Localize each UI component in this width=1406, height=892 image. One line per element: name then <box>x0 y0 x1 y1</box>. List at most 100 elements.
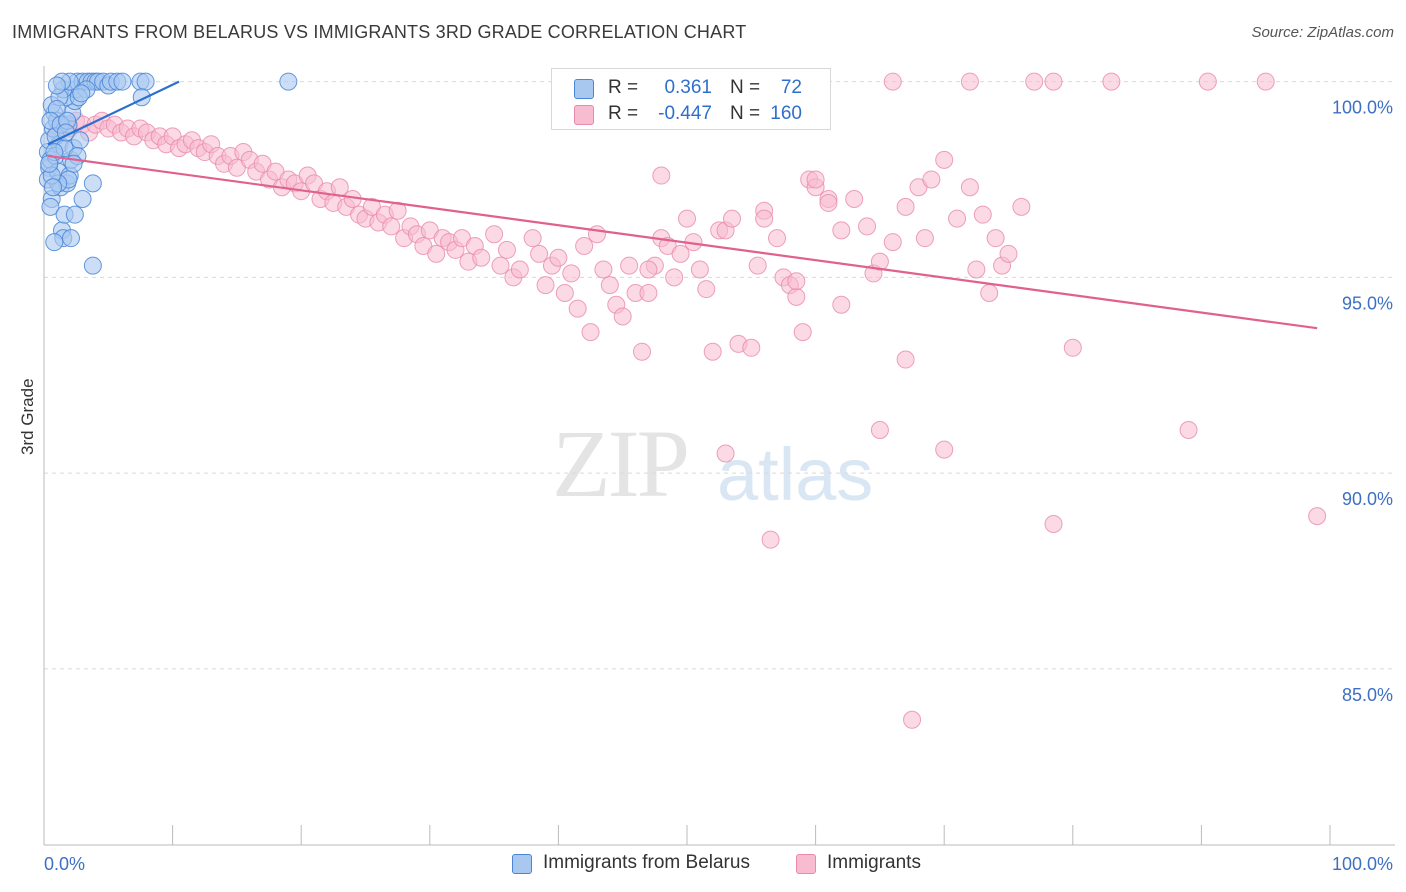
data-point-immigrants <box>549 248 568 267</box>
y-tick-label: 90.0% <box>1342 489 1393 509</box>
data-point-immigrants <box>755 209 774 228</box>
data-point-immigrants <box>665 268 684 287</box>
watermark-zip: ZIP <box>552 410 690 517</box>
data-point-immigrants <box>999 244 1018 263</box>
data-point-immigrants <box>639 283 658 302</box>
data-point-immigrants <box>883 233 902 252</box>
y-tick-label: 100.0% <box>1332 98 1393 118</box>
legend-row-immigrants: R = -0.447 N = 160 <box>552 101 830 127</box>
data-point-immigrants <box>485 225 504 244</box>
data-point-immigrants <box>870 421 889 440</box>
data-point-immigrants <box>1308 507 1327 526</box>
data-point-immigrants <box>960 178 979 197</box>
trend-line-immigrants <box>47 154 1318 330</box>
data-point-immigrants <box>896 350 915 369</box>
data-point-immigrants <box>1256 72 1275 91</box>
legend-swatch-blue <box>574 79 594 99</box>
tick-labels: 85.0% 90.0% 95.0% 100.0% 0.0% 100.0% <box>44 98 1393 874</box>
data-point-belarus <box>65 205 84 224</box>
data-point-immigrants <box>806 170 825 189</box>
data-point-immigrants <box>530 244 549 263</box>
legend-swatch-pink <box>574 105 594 125</box>
data-point-immigrants <box>1179 421 1198 440</box>
source-label: Source: ZipAtlas.com <box>1251 24 1394 41</box>
data-point-immigrants <box>903 710 922 729</box>
data-point-immigrants <box>555 283 574 302</box>
data-point-belarus <box>136 72 155 91</box>
data-point-immigrants <box>793 323 812 342</box>
legend-n-label: N = <box>730 77 761 98</box>
data-point-immigrants <box>761 530 780 549</box>
data-point-belarus <box>83 174 102 193</box>
x-tick-label: 0.0% <box>44 854 85 874</box>
legend-r-label: R = <box>608 103 639 124</box>
data-point-belarus <box>62 229 81 248</box>
data-point-immigrants <box>671 244 690 263</box>
data-point-immigrants <box>581 323 600 342</box>
data-point-immigrants <box>960 72 979 91</box>
bottom-legend-label: Immigrants <box>827 852 921 873</box>
data-point-immigrants <box>703 342 722 361</box>
data-point-immigrants <box>967 260 986 279</box>
y-axis-label: 3rd Grade <box>18 378 37 455</box>
data-point-immigrants <box>382 217 401 236</box>
data-point-immigrants <box>697 280 716 299</box>
data-point-immigrants <box>986 229 1005 248</box>
data-point-immigrants <box>973 205 992 224</box>
watermark-atlas: atlas <box>717 433 874 516</box>
legend-n-label: N = <box>730 103 761 124</box>
data-point-immigrants <box>742 338 761 357</box>
y-tick-label: 95.0% <box>1342 293 1393 313</box>
legend-r-value: 0.361 <box>664 77 712 98</box>
trend-line-belarus <box>47 80 180 146</box>
data-point-belarus <box>113 72 132 91</box>
data-point-immigrants <box>523 229 542 248</box>
data-point-immigrants <box>575 237 594 256</box>
data-point-immigrants <box>948 209 967 228</box>
y-tick-label: 85.0% <box>1342 685 1393 705</box>
data-point-immigrants <box>568 299 587 318</box>
data-point-immigrants <box>1102 72 1121 91</box>
data-point-immigrants <box>883 72 902 91</box>
data-point-immigrants <box>935 440 954 459</box>
legend-r-label: R = <box>608 77 639 98</box>
data-point-immigrants <box>896 197 915 216</box>
data-point-immigrants <box>858 217 877 236</box>
data-point-belarus <box>41 197 60 216</box>
data-point-immigrants <box>388 201 407 220</box>
data-point-immigrants <box>594 260 613 279</box>
data-point-immigrants <box>787 287 806 306</box>
legend-n-value: 160 <box>770 103 802 124</box>
data-point-immigrants <box>562 264 581 283</box>
data-point-immigrants <box>510 260 529 279</box>
data-point-immigrants <box>427 244 446 263</box>
series-immigrants <box>47 72 1327 729</box>
data-point-belarus <box>279 72 298 91</box>
data-point-immigrants <box>915 229 934 248</box>
data-point-immigrants <box>620 256 639 275</box>
data-point-immigrants <box>1012 197 1031 216</box>
data-point-belarus <box>47 76 66 95</box>
data-point-immigrants <box>652 166 671 185</box>
data-point-immigrants <box>639 260 658 279</box>
data-point-immigrants <box>497 240 516 259</box>
bottom-legend-swatch-pink <box>796 854 816 874</box>
data-point-immigrants <box>1063 338 1082 357</box>
data-point-immigrants <box>980 283 999 302</box>
data-point-immigrants <box>1044 72 1063 91</box>
grid-lines <box>44 81 1395 670</box>
data-point-immigrants <box>491 256 510 275</box>
bottom-legend-swatch-blue <box>512 854 532 874</box>
data-point-immigrants <box>787 272 806 291</box>
data-point-immigrants <box>832 295 851 314</box>
data-point-belarus <box>45 233 64 252</box>
data-point-immigrants <box>587 225 606 244</box>
data-point-immigrants <box>536 276 555 295</box>
data-point-immigrants <box>632 342 651 361</box>
data-point-belarus <box>44 178 63 197</box>
x-tick-label: 100.0% <box>1332 854 1393 874</box>
correlation-legend: R = 0.361 N = 72 R = -0.447 N = 160 <box>551 68 831 130</box>
data-point-immigrants <box>600 276 619 295</box>
data-point-immigrants <box>935 150 954 169</box>
